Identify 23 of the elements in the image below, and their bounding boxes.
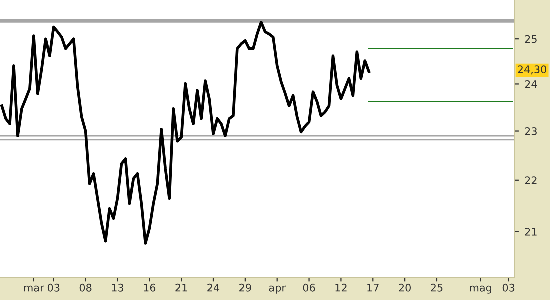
x-tick-label: 17: [368, 284, 379, 292]
x-tick-label: 03: [48, 284, 60, 292]
annotation: 24,30: [518, 66, 547, 75]
x-tick-label: 16: [144, 284, 156, 292]
x-tick-label: mar: [24, 286, 44, 292]
x-tick-label: 06: [303, 284, 316, 292]
x-tick-label: mag: [470, 286, 492, 294]
x-tick-label: apr: [269, 286, 286, 294]
y-tick-label: 24: [525, 80, 538, 88]
y-tick-label: 25: [525, 35, 537, 44]
y-tick-label: 21: [525, 228, 537, 236]
y-tick-label: 23: [525, 127, 537, 136]
x-tick-label: 29: [240, 284, 252, 292]
line-series: [0, 21, 371, 245]
x-tick-label: 13: [112, 284, 124, 292]
x-tick-label: 03: [502, 284, 515, 292]
x-tick-label: 20: [399, 284, 411, 292]
x-tick-label: 12: [336, 284, 347, 292]
x-tick-label: 25: [431, 284, 443, 292]
x-tick-label: 24: [208, 284, 220, 292]
y-tick-label: 22: [525, 176, 537, 184]
x-tick-label: 08: [80, 284, 92, 292]
x-tick-label: 21: [176, 284, 188, 292]
